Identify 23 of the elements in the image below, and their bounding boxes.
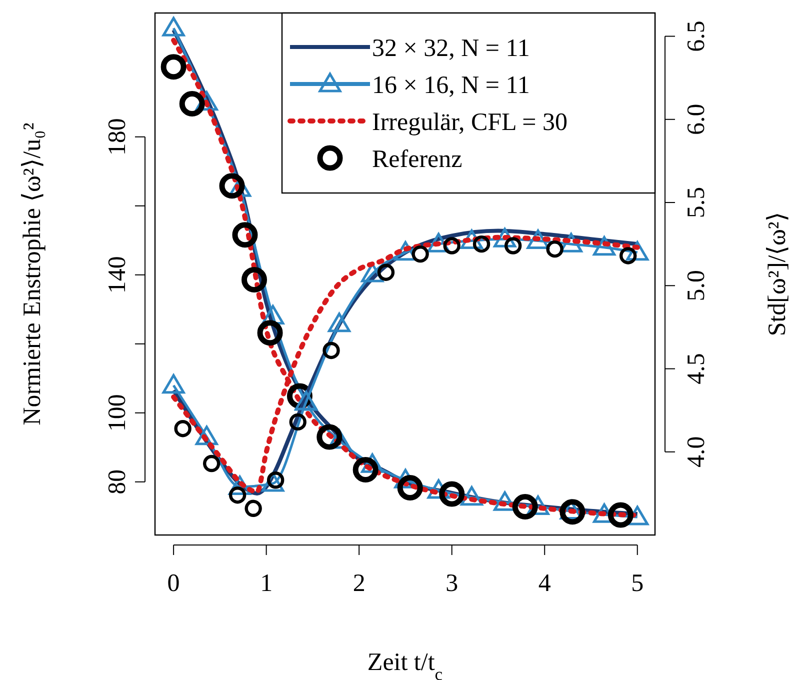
x-tick-label: 4	[538, 570, 552, 597]
x-tick-label: 0	[167, 570, 180, 597]
y-tick-label: 140	[104, 256, 131, 294]
y-tick-label: 100	[104, 394, 131, 432]
legend-label: 32 × 32, N = 11	[372, 35, 530, 62]
legend-label: Irregulär, CFL = 30	[372, 109, 568, 136]
legend-label: Referenz	[372, 146, 462, 173]
x-tick-label: 5	[631, 570, 644, 597]
x-tick-label: 1	[260, 570, 273, 597]
y2-tick-label: 6.0	[683, 104, 710, 136]
y2-axis-title: Std[ω²]/⟨ω²⟩	[764, 212, 791, 336]
y2-tick-label: 4.0	[683, 436, 710, 468]
y2-tick-label: 5.5	[683, 186, 710, 218]
x-tick-label: 2	[352, 570, 366, 597]
x-axis-title: Zeit t/t$_{c}$	[367, 649, 443, 680]
legend-label: 16 × 16, N = 11	[372, 72, 530, 99]
x-tick-label: 3	[446, 570, 458, 597]
y2-tick-label: 5.0	[683, 270, 710, 302]
y-axis-title: Normierte Enstrophie ⟨ω²⟩/u₀²	[19, 122, 46, 426]
y-tick-label: 80	[104, 469, 131, 494]
y-tick-label: 180	[104, 118, 131, 156]
y2-tick-label: 4.5	[683, 353, 710, 384]
y2-tick-label: 6.5	[683, 20, 710, 52]
